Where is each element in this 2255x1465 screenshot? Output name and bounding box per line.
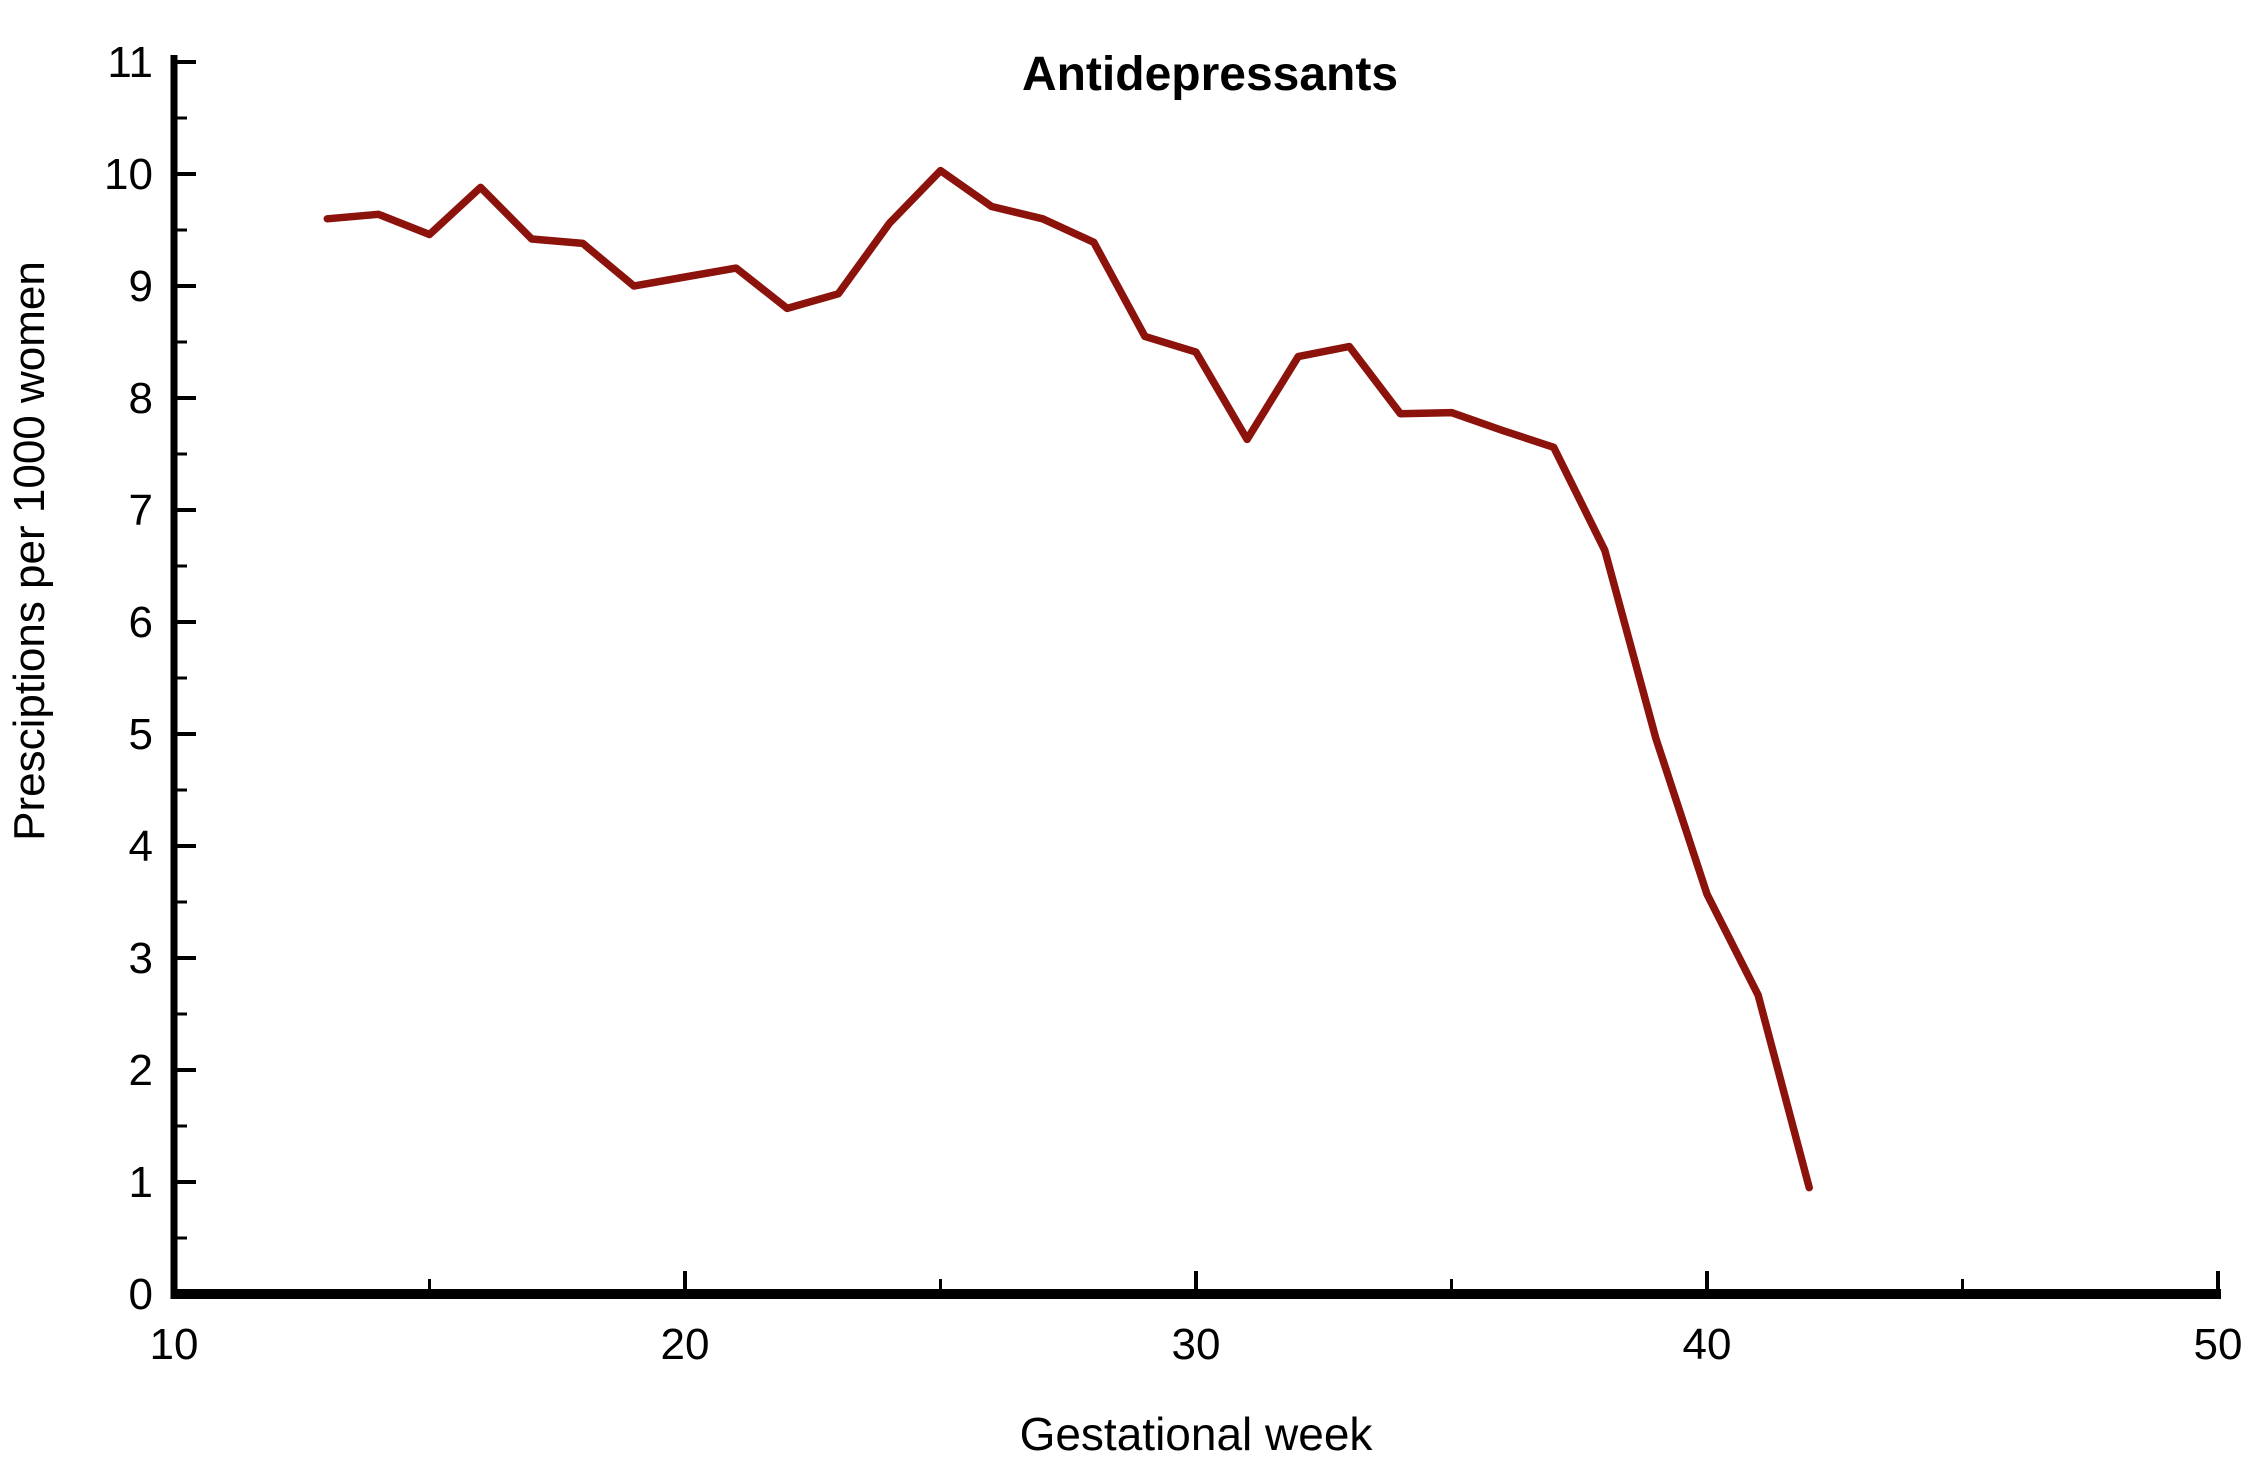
y-tick-label: 3 bbox=[129, 934, 153, 983]
x-axis-label: Gestational week bbox=[1020, 1408, 1374, 1460]
data-series-layer bbox=[323, 166, 1813, 1192]
data-line bbox=[323, 166, 1813, 1192]
y-tick-label: 5 bbox=[129, 710, 153, 759]
y-tick-label: 2 bbox=[129, 1046, 153, 1095]
y-tick-label: 4 bbox=[129, 822, 153, 871]
chart-title: Antidepressants bbox=[1022, 48, 1398, 101]
x-tick-label: 10 bbox=[150, 1320, 199, 1369]
x-tick-label: 30 bbox=[1172, 1320, 1221, 1369]
x-tick-label: 20 bbox=[661, 1320, 710, 1369]
y-tick-label: 11 bbox=[107, 38, 153, 87]
y-axis-label: Presciptions per 1000 women bbox=[5, 261, 54, 841]
y-tick-label: 6 bbox=[129, 598, 153, 647]
ticks-layer bbox=[174, 60, 2220, 1296]
y-tick-label: 8 bbox=[129, 374, 153, 423]
x-tick-label: 50 bbox=[2194, 1320, 2243, 1369]
y-tick-label: 1 bbox=[129, 1158, 153, 1207]
y-tick-label: 9 bbox=[129, 262, 153, 311]
y-tick-label: 7 bbox=[129, 486, 153, 535]
x-tick-label: 40 bbox=[1683, 1320, 1732, 1369]
y-tick-label: 10 bbox=[104, 150, 153, 199]
y-tick-label: 0 bbox=[129, 1270, 153, 1319]
tick-labels-layer: 0 1 2 3 4 5 6 7 8 9 10 11 10 20 30 40 50 bbox=[104, 38, 2242, 1369]
